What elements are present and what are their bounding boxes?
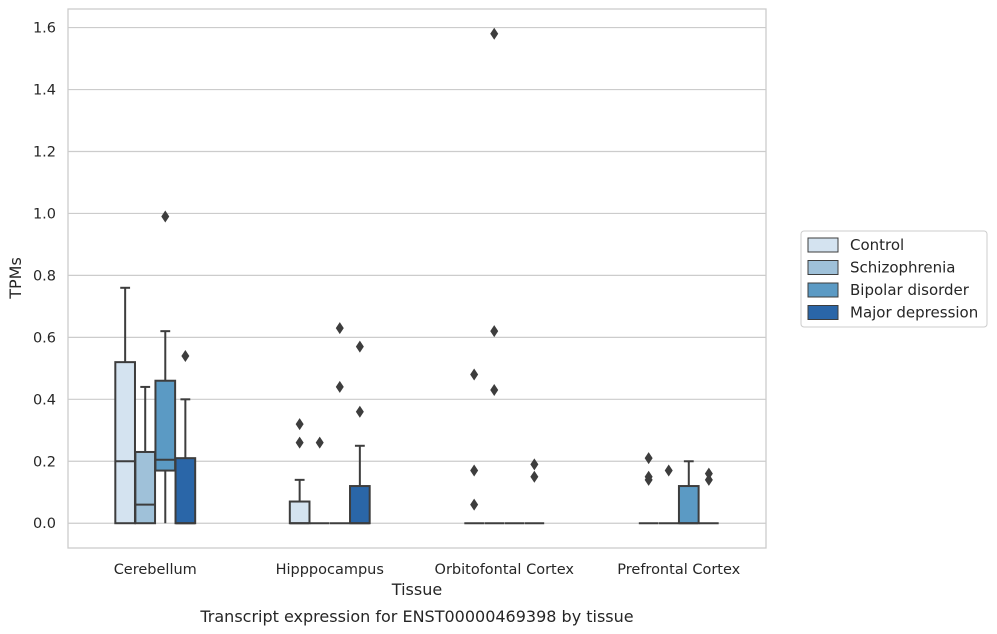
- outlier-point: [355, 340, 364, 353]
- outlier-point: [161, 210, 170, 223]
- outlier-point: [355, 405, 364, 418]
- legend-swatch: [807, 305, 839, 320]
- box-3-3: [699, 467, 719, 525]
- box-body: [288, 500, 311, 525]
- y-tick-label: 0.4: [33, 392, 56, 408]
- outlier-point: [644, 452, 653, 465]
- outlier-point: [490, 325, 499, 338]
- outlier-point: [295, 436, 304, 449]
- legend-label: Control: [850, 236, 904, 254]
- outlier-point: [335, 322, 344, 335]
- plot-frame: [67, 8, 767, 549]
- y-tick-label: 0.0: [33, 516, 56, 532]
- box-body: [114, 361, 136, 525]
- box-1-2: [484, 27, 505, 525]
- legend-swatch: [807, 237, 839, 253]
- y-axis-label: TPMs: [6, 257, 25, 300]
- x-tick-label: Prefrontal Cortex: [617, 562, 740, 578]
- outlier-point: [470, 368, 479, 381]
- box-0-3: [638, 452, 659, 525]
- legend-label: Bipolar disorder: [850, 281, 970, 299]
- box-marks: [114, 27, 719, 525]
- y-tick-label: 0.6: [33, 330, 56, 346]
- outlier-point: [315, 436, 324, 449]
- box-body: [134, 450, 157, 525]
- legend-label: Schizophrenia: [850, 259, 955, 277]
- outlier-point: [704, 467, 713, 480]
- outlier-point: [644, 470, 653, 483]
- box-0-1: [288, 418, 311, 525]
- box-1-3: [658, 464, 679, 525]
- y-tick-label: 1.6: [33, 21, 56, 37]
- box-3-1: [349, 340, 371, 525]
- y-tick-label: 1.2: [33, 144, 56, 160]
- legend-label: Major depression: [850, 304, 978, 322]
- outlier-point: [664, 464, 673, 477]
- box-2-1: [329, 322, 350, 525]
- outlier-point: [181, 349, 190, 362]
- outlier-point: [295, 418, 304, 431]
- outlier-point: [335, 380, 344, 393]
- box-body: [349, 485, 371, 525]
- outlier-point: [530, 470, 539, 483]
- box-body: [174, 457, 197, 525]
- outlier-point: [530, 458, 539, 471]
- x-tick-label: Cerebellum: [114, 562, 197, 578]
- y-tick-label: 1.4: [33, 83, 56, 99]
- chart-caption: Transcript expression for ENST0000046939…: [199, 607, 633, 626]
- outlier-point: [470, 464, 479, 477]
- box-1-1: [309, 436, 330, 525]
- y-tick-labels: 0.0 0.2 0.4 0.6 0.8 1.0 1.2 1.4 1.6: [33, 21, 56, 533]
- x-axis-label: Tissue: [391, 580, 442, 599]
- box-2-3: [677, 460, 700, 525]
- legend-swatch: [807, 260, 839, 275]
- legend-swatch: [807, 282, 839, 298]
- y-tick-label: 0.8: [33, 268, 56, 284]
- outlier-point: [490, 27, 499, 40]
- outlier-point: [704, 473, 713, 486]
- y-tick-label: 0.2: [33, 454, 56, 470]
- box-body: [677, 485, 700, 525]
- x-tick-label: Orbitofontal Cortex: [435, 562, 575, 578]
- outlier-point: [470, 498, 479, 511]
- legend: Control Schizophrenia Bipolar disorder Majo…: [800, 230, 988, 328]
- box-0-0: [114, 286, 136, 525]
- x-tick-labels: Cerebellum Hipppocampus Orbitofontal Corte…: [114, 562, 741, 578]
- box-body: [154, 379, 177, 472]
- box-2-0: [154, 210, 177, 524]
- box-3-0: [174, 349, 197, 525]
- x-tick-label: Hipppocampus: [276, 562, 384, 578]
- outlier-point: [490, 384, 499, 397]
- box-3-2: [524, 458, 545, 525]
- legend-frame: [800, 230, 988, 328]
- box-0-2: [464, 368, 484, 525]
- box-1-0: [134, 385, 157, 525]
- y-tick-label: 1.0: [33, 206, 56, 222]
